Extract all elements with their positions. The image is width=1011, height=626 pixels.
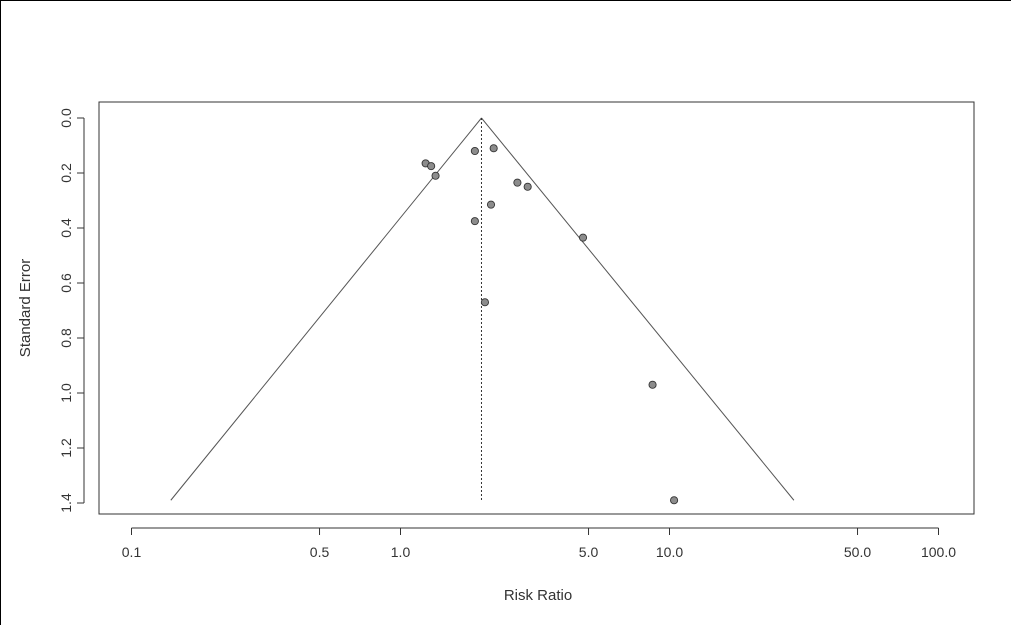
plot-box — [98, 101, 975, 515]
study-point — [470, 217, 479, 226]
study-point — [431, 171, 440, 180]
y-tick-label: 0.4 — [58, 218, 74, 238]
study-point — [486, 200, 496, 209]
y-tick-label: 0.0 — [58, 108, 74, 128]
study-point — [578, 233, 588, 242]
x-tick-label: 50.0 — [844, 544, 871, 560]
x-tick-label: 0.1 — [122, 544, 142, 560]
x-axis-label: Risk Ratio — [504, 587, 572, 604]
study-point — [470, 146, 479, 156]
y-tick-label: 0.6 — [58, 273, 74, 293]
y-tick-label: 0.2 — [58, 163, 74, 183]
y-axis-label: Standard Error — [17, 259, 34, 357]
x-tick-label: 5.0 — [579, 544, 599, 560]
study-point — [513, 178, 522, 187]
study-point — [670, 496, 679, 505]
study-point — [427, 162, 436, 171]
study-point — [648, 380, 657, 389]
funnel-left-line — [170, 117, 482, 501]
y-tick-label: 0.8 — [58, 328, 74, 348]
x-tick-label: 10.0 — [656, 544, 683, 560]
y-tick-label: 1.4 — [58, 493, 74, 513]
funnel-right-line — [481, 117, 795, 501]
x-tick-label: 0.5 — [310, 544, 330, 560]
study-point — [489, 144, 498, 153]
x-tick-label: 100.0 — [921, 544, 956, 560]
study-point — [523, 182, 532, 191]
x-tick-label: 1.0 — [391, 544, 411, 560]
study-point — [480, 298, 489, 307]
y-tick-label: 1.2 — [58, 438, 74, 458]
y-tick-label: 1.0 — [58, 383, 74, 403]
